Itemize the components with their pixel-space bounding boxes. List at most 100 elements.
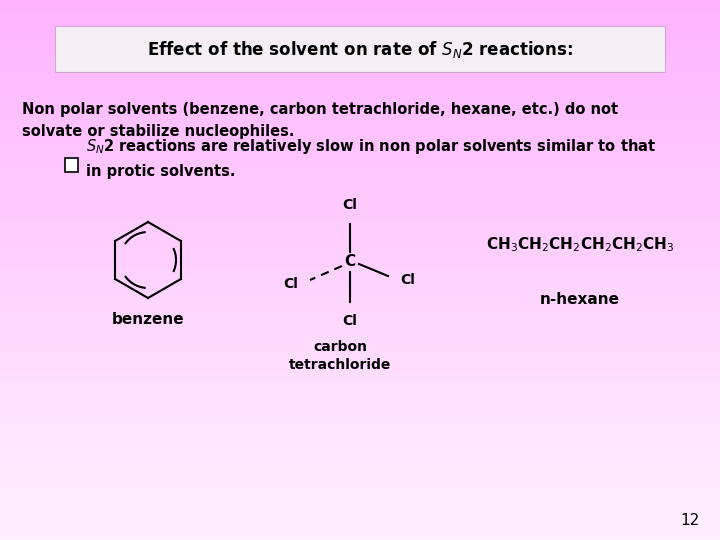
Bar <box>0 243 720 246</box>
Bar <box>0 0 720 3</box>
Bar <box>0 284 720 286</box>
Bar <box>0 167 720 170</box>
Bar <box>0 413 720 416</box>
Bar <box>0 230 720 232</box>
Bar <box>0 57 720 59</box>
Bar <box>0 305 720 308</box>
Bar <box>0 432 720 435</box>
Bar <box>0 254 720 256</box>
Bar <box>0 481 720 483</box>
Bar <box>0 59 720 62</box>
Bar <box>0 27 720 30</box>
Bar <box>0 518 720 521</box>
Bar <box>0 8 720 11</box>
Bar <box>0 19 720 22</box>
Bar <box>0 286 720 289</box>
Bar <box>0 197 720 200</box>
Bar <box>0 11 720 14</box>
Bar <box>0 221 720 224</box>
Bar <box>0 367 720 370</box>
Bar <box>0 16 720 19</box>
Bar <box>0 205 720 208</box>
Bar <box>0 192 720 194</box>
Bar <box>0 3 720 5</box>
Bar <box>0 338 720 340</box>
Bar <box>0 424 720 427</box>
Bar <box>0 92 720 94</box>
Bar <box>0 521 720 524</box>
Bar <box>0 22 720 24</box>
Bar <box>0 462 720 464</box>
Bar <box>0 321 720 324</box>
Bar <box>0 362 720 364</box>
Bar <box>0 78 720 81</box>
Bar <box>0 176 720 178</box>
Bar <box>0 208 720 211</box>
Bar <box>0 319 720 321</box>
Bar <box>0 232 720 235</box>
Text: Cl: Cl <box>343 314 357 328</box>
Text: Cl: Cl <box>283 277 298 291</box>
Bar <box>0 248 720 251</box>
Text: Non polar solvents (benzene, carbon tetrachloride, hexane, etc.) do not
solvate : Non polar solvents (benzene, carbon tetr… <box>22 102 618 139</box>
Bar <box>0 238 720 240</box>
Bar <box>0 275 720 278</box>
Bar <box>0 159 720 162</box>
Text: carbon
tetrachloride: carbon tetrachloride <box>289 340 391 373</box>
Bar <box>0 46 720 49</box>
Bar <box>0 70 720 73</box>
Bar <box>0 76 720 78</box>
Bar <box>0 364 720 367</box>
Bar <box>0 526 720 529</box>
Bar <box>0 386 720 389</box>
Bar <box>0 446 720 448</box>
Bar <box>0 354 720 356</box>
Bar <box>0 5 720 8</box>
Bar <box>0 278 720 281</box>
Bar <box>0 116 720 119</box>
Bar <box>0 472 720 475</box>
Bar <box>0 332 720 335</box>
Bar <box>0 124 720 127</box>
Bar <box>0 356 720 359</box>
Bar <box>0 24 720 27</box>
Bar <box>0 351 720 354</box>
Bar <box>0 478 720 481</box>
Text: CH$_3$CH$_2$CH$_2$CH$_2$CH$_2$CH$_3$: CH$_3$CH$_2$CH$_2$CH$_2$CH$_2$CH$_3$ <box>485 235 675 254</box>
Bar <box>0 486 720 489</box>
Bar <box>0 240 720 243</box>
Bar <box>0 516 720 518</box>
Bar <box>0 470 720 472</box>
Bar <box>0 435 720 437</box>
Bar <box>0 49 720 51</box>
Bar <box>0 135 720 138</box>
Bar <box>0 292 720 294</box>
Bar <box>0 397 720 400</box>
Bar <box>0 173 720 176</box>
Bar <box>0 459 720 462</box>
Text: Cl: Cl <box>400 273 415 287</box>
Bar <box>0 346 720 348</box>
Bar <box>0 483 720 486</box>
Bar <box>0 103 720 105</box>
Bar <box>0 127 720 130</box>
Bar <box>0 448 720 451</box>
Bar <box>0 489 720 491</box>
Bar <box>0 186 720 189</box>
Bar <box>0 454 720 456</box>
Bar <box>0 178 720 181</box>
Bar <box>0 348 720 351</box>
Bar <box>0 140 720 143</box>
Bar <box>0 381 720 383</box>
Bar <box>0 378 720 381</box>
Bar <box>0 302 720 305</box>
Bar <box>0 132 720 135</box>
Text: benzene: benzene <box>112 312 184 327</box>
Bar <box>0 184 720 186</box>
Bar <box>0 529 720 532</box>
Bar <box>0 289 720 292</box>
Bar <box>0 375 720 378</box>
Bar <box>0 189 720 192</box>
Bar <box>0 89 720 92</box>
Bar <box>0 194 720 197</box>
